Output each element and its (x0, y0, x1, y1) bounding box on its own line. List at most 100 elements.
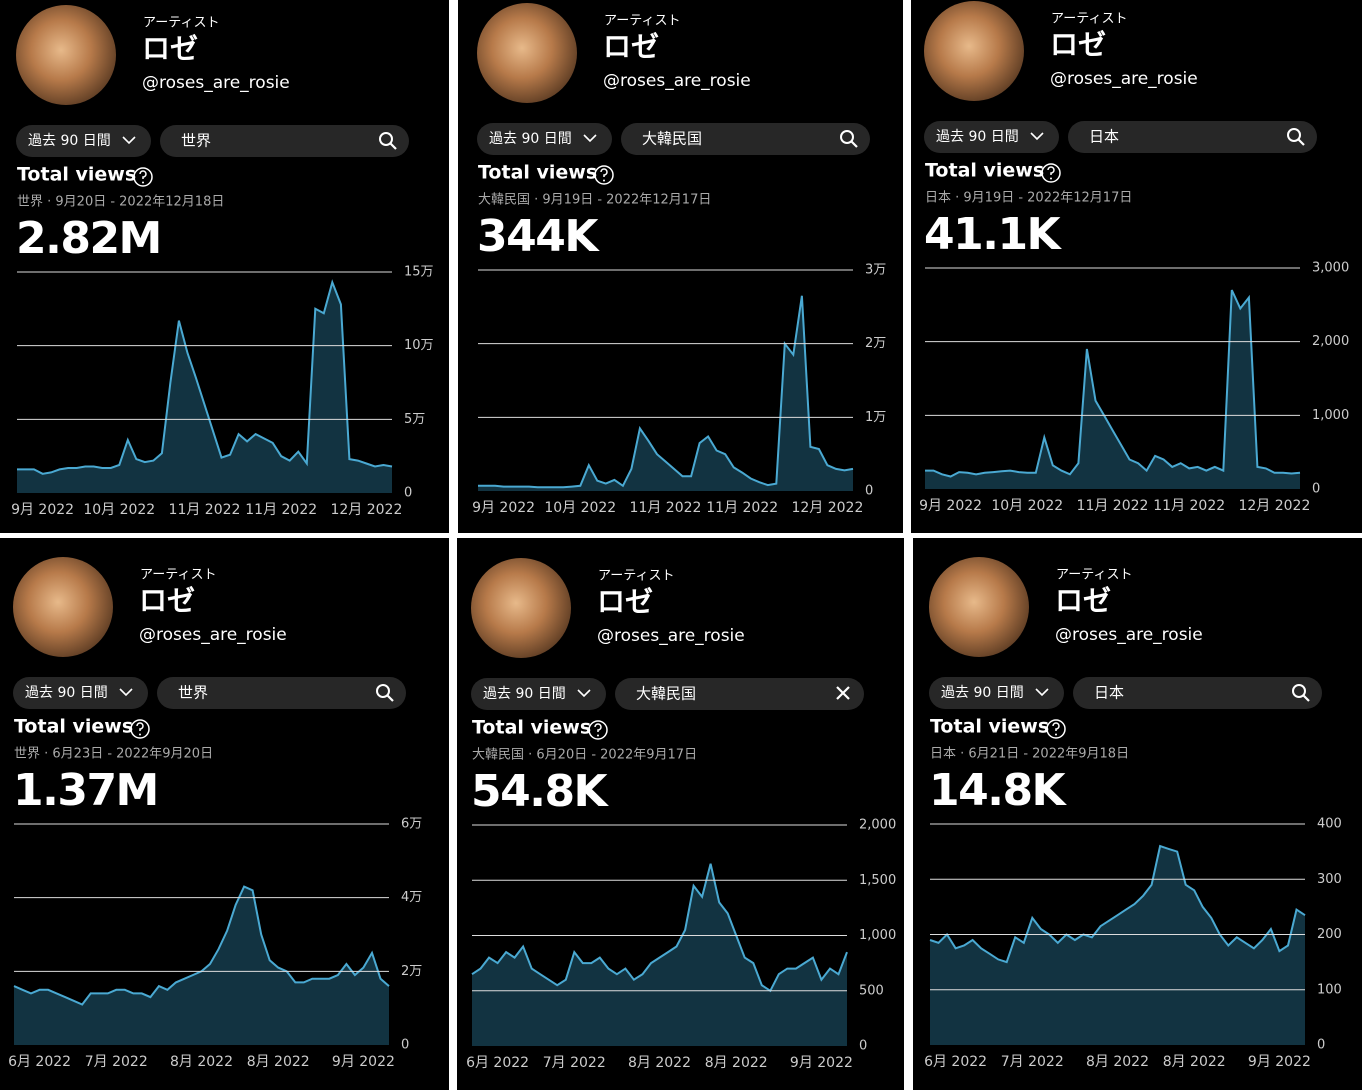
search-icon-handle (386, 694, 394, 702)
y-tick-label: 6万 (401, 817, 422, 832)
y-tick-label: 1,500 (859, 873, 896, 888)
period-label: 過去 90 日間 (25, 685, 108, 701)
y-tick-label: 5万 (404, 412, 425, 427)
x-tick-label: 9月 2022 (332, 1054, 395, 1070)
search-icon-handle (850, 140, 858, 148)
total-value: 2.82M (16, 213, 161, 264)
period-dropdown[interactable] (924, 121, 1059, 153)
y-tick-label: 400 (1317, 817, 1342, 832)
avatar (929, 557, 1029, 657)
search-icon[interactable] (376, 684, 390, 698)
metric-title: Total views (930, 716, 1049, 738)
clear-icon[interactable] (836, 686, 850, 700)
area-line (471, 863, 848, 993)
search-icon-handle (1302, 694, 1310, 702)
artist-handle: @roses_are_rosie (1055, 625, 1203, 645)
period-dropdown[interactable] (13, 677, 148, 709)
help-icon[interactable] (130, 719, 150, 739)
date-range: 世界 · 6月23日 - 2022年9月20日 (14, 747, 213, 762)
search-icon-handle (1297, 138, 1305, 146)
artist-name: ロゼ (142, 32, 198, 65)
artist-name: ロゼ (1055, 584, 1111, 617)
metric-title: Total views (14, 716, 133, 738)
x-tick-label: 6月 2022 (924, 1054, 987, 1070)
y-tick-label: 0 (859, 1039, 867, 1054)
help-icon-dot (1050, 177, 1052, 180)
region-search[interactable] (157, 677, 406, 709)
x-tick-label: 8月 2022 (628, 1055, 691, 1071)
region-search[interactable] (1073, 677, 1322, 709)
search-icon[interactable] (840, 130, 854, 144)
help-icon[interactable] (133, 167, 153, 187)
search-icon[interactable] (379, 132, 393, 146)
period-dropdown[interactable] (16, 125, 151, 157)
region-search[interactable] (621, 123, 870, 155)
period-dropdown[interactable] (477, 123, 612, 155)
x-tick-label: 8月 2022 (247, 1054, 310, 1070)
region-label: 世界 (181, 132, 211, 150)
region-label: 大韓民国 (636, 685, 696, 703)
artist-handle: @roses_are_rosie (139, 625, 287, 645)
help-icon-dot (1055, 733, 1057, 736)
help-icon[interactable] (588, 720, 608, 740)
x-tick-label: 10月 2022 (991, 498, 1063, 514)
period-label: 過去 90 日間 (941, 685, 1024, 701)
y-tick-label: 2,000 (1312, 334, 1349, 349)
help-icon-mark (1052, 722, 1060, 731)
y-tick-label: 200 (1317, 927, 1342, 942)
y-tick-label: 500 (859, 983, 884, 998)
y-tick-label: 1万 (865, 410, 886, 425)
artist-label: アーティスト (143, 16, 219, 31)
search-icon[interactable] (1292, 684, 1306, 698)
period-dropdown[interactable] (471, 678, 606, 710)
chevron (1035, 688, 1049, 697)
x-tick-label: 8月 2022 (1086, 1054, 1149, 1070)
x-tick-label: 7月 2022 (85, 1054, 148, 1070)
region-search[interactable] (1068, 121, 1317, 153)
area-fill (472, 863, 847, 1046)
area-fill (930, 846, 1305, 1045)
y-tick-label: 3,000 (1312, 261, 1349, 276)
search-icon[interactable] (1287, 128, 1301, 142)
x-tick-label: 8月 2022 (170, 1054, 233, 1070)
x-tick-label: 11月 2022 (1153, 498, 1225, 514)
help-icon-dot (139, 733, 141, 736)
help-icon[interactable] (1041, 163, 1061, 183)
search-icon-handle (389, 142, 397, 150)
period-dropdown[interactable] (929, 677, 1064, 709)
y-tick-label: 4万 (401, 890, 422, 905)
region-search[interactable] (160, 125, 409, 157)
x-tick-label: 9月 2022 (1248, 1054, 1311, 1070)
help-icon[interactable] (594, 165, 614, 185)
area-line (929, 844, 1306, 964)
x-tick-label: 9月 2022 (472, 500, 535, 516)
date-range: 大韓民国 · 6月20日 - 2022年9月17日 (472, 748, 697, 763)
x-tick-label: 11月 2022 (169, 502, 241, 518)
help-icon-mark (139, 170, 147, 179)
y-tick-label: 15万 (404, 265, 434, 280)
date-range: 大韓民国 · 9月19日 - 2022年12月17日 (478, 193, 711, 208)
help-icon-dot (597, 734, 599, 737)
x-tick-label: 8月 2022 (1163, 1054, 1226, 1070)
total-value: 1.37M (13, 765, 158, 816)
total-value: 41.1K (924, 209, 1063, 260)
region-label: 日本 (1089, 128, 1119, 146)
x-tick-label: 9月 2022 (919, 498, 982, 514)
help-icon[interactable] (1046, 719, 1066, 739)
artist-handle: @roses_are_rosie (597, 626, 745, 646)
artist-handle: @roses_are_rosie (603, 71, 751, 91)
region-search[interactable] (615, 678, 864, 710)
period-label: 過去 90 日間 (936, 129, 1019, 145)
x-tick-label: 7月 2022 (1001, 1054, 1064, 1070)
artist-label: アーティスト (1051, 12, 1127, 27)
y-tick-label: 0 (1317, 1038, 1325, 1053)
artist-label: アーティスト (140, 568, 216, 583)
x-tick-label: 6月 2022 (466, 1055, 529, 1071)
metric-title: Total views (478, 162, 597, 184)
help-icon-mark (600, 168, 608, 177)
total-value: 54.8K (471, 766, 610, 817)
region-label: 日本 (1094, 684, 1124, 702)
chevron (119, 688, 133, 697)
